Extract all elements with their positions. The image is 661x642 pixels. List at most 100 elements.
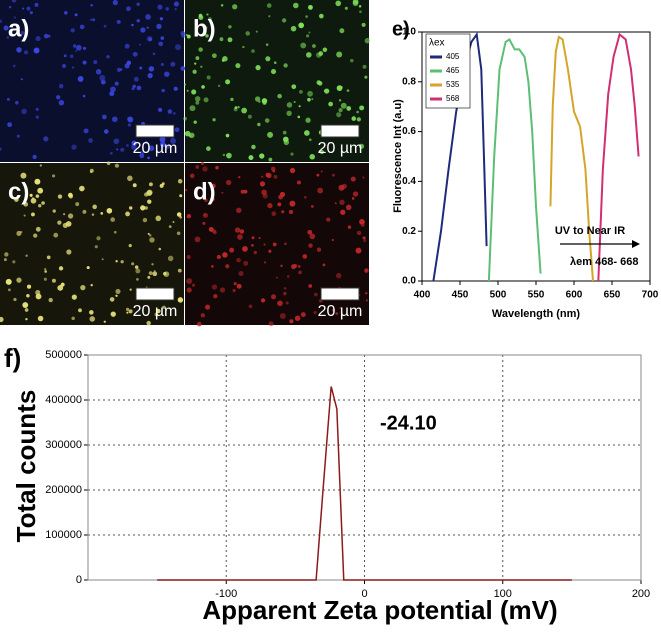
cell	[57, 194, 63, 199]
cell	[71, 144, 77, 150]
cell	[364, 75, 368, 79]
cell	[336, 51, 343, 58]
cell	[260, 298, 266, 303]
cell	[90, 171, 93, 174]
cell	[307, 229, 313, 235]
cell	[140, 27, 146, 33]
cell	[251, 144, 256, 150]
cell	[226, 152, 232, 159]
cell	[356, 230, 362, 236]
cell	[200, 313, 206, 318]
cell	[35, 35, 41, 42]
cell	[164, 71, 170, 77]
panel-label: a)	[8, 15, 29, 42]
cell	[298, 22, 305, 29]
cell	[116, 148, 119, 151]
x-tick-label: 550	[528, 290, 545, 301]
cell	[131, 262, 135, 266]
legend-label: 405	[446, 52, 460, 61]
cell	[158, 41, 164, 47]
cell	[213, 293, 218, 299]
cell	[186, 214, 192, 219]
cell	[277, 300, 283, 307]
cell	[180, 66, 186, 71]
cell	[251, 236, 255, 240]
cell	[286, 275, 290, 278]
cell	[294, 315, 301, 321]
cell	[16, 134, 20, 138]
cell	[116, 67, 122, 72]
cell	[235, 63, 241, 69]
cell	[222, 252, 228, 258]
cell	[67, 213, 74, 219]
cell	[82, 94, 86, 98]
cell	[192, 69, 197, 74]
cell	[7, 122, 13, 128]
series-line	[487, 38, 542, 282]
legend-label: 535	[446, 80, 460, 89]
arrow-head	[632, 240, 640, 248]
cell	[184, 130, 191, 137]
cell	[271, 211, 277, 217]
cell	[139, 153, 145, 159]
cell	[236, 207, 242, 214]
cell	[125, 211, 130, 217]
series-line	[597, 32, 640, 282]
panel-label: c)	[8, 178, 29, 205]
cell	[103, 320, 106, 323]
cell	[198, 13, 203, 18]
cell	[285, 301, 289, 305]
cell	[82, 209, 87, 214]
cell	[352, 0, 359, 7]
cell	[112, 0, 118, 6]
cell	[32, 154, 37, 160]
cell	[136, 278, 139, 281]
cell	[139, 66, 143, 70]
cell	[135, 268, 141, 274]
x-tick-label: 200	[632, 588, 650, 600]
cell	[355, 247, 362, 254]
cell	[206, 146, 211, 151]
cell	[38, 204, 42, 208]
cell	[365, 291, 368, 295]
cell	[142, 217, 148, 223]
cell	[347, 225, 352, 229]
cell	[234, 227, 241, 233]
cell	[48, 297, 53, 303]
cell	[334, 202, 337, 205]
cell	[89, 310, 94, 315]
cell	[303, 196, 307, 199]
cell	[31, 212, 35, 217]
cell	[186, 34, 191, 39]
cell	[289, 167, 296, 174]
cell	[104, 129, 109, 134]
cell	[194, 96, 201, 102]
y-tick-label: 0	[76, 574, 82, 586]
cell	[338, 107, 343, 113]
cell	[128, 206, 133, 210]
cell	[332, 173, 335, 177]
cell	[266, 172, 272, 179]
cell	[358, 4, 362, 8]
cell	[24, 308, 29, 312]
cell	[79, 24, 85, 30]
cell	[299, 90, 303, 94]
cell	[58, 99, 65, 106]
cell	[23, 202, 29, 207]
cell	[346, 106, 352, 111]
cell	[189, 132, 195, 139]
cell	[242, 45, 245, 49]
cell	[186, 287, 192, 293]
cell	[26, 294, 30, 298]
cell	[147, 156, 150, 160]
cell	[232, 288, 236, 293]
cell	[297, 115, 301, 119]
cell	[176, 231, 181, 236]
cell	[290, 25, 297, 32]
cell	[152, 52, 156, 56]
cell	[148, 234, 152, 237]
cell	[23, 214, 26, 217]
cell	[222, 56, 228, 62]
cell	[359, 105, 365, 111]
cell	[132, 183, 137, 188]
